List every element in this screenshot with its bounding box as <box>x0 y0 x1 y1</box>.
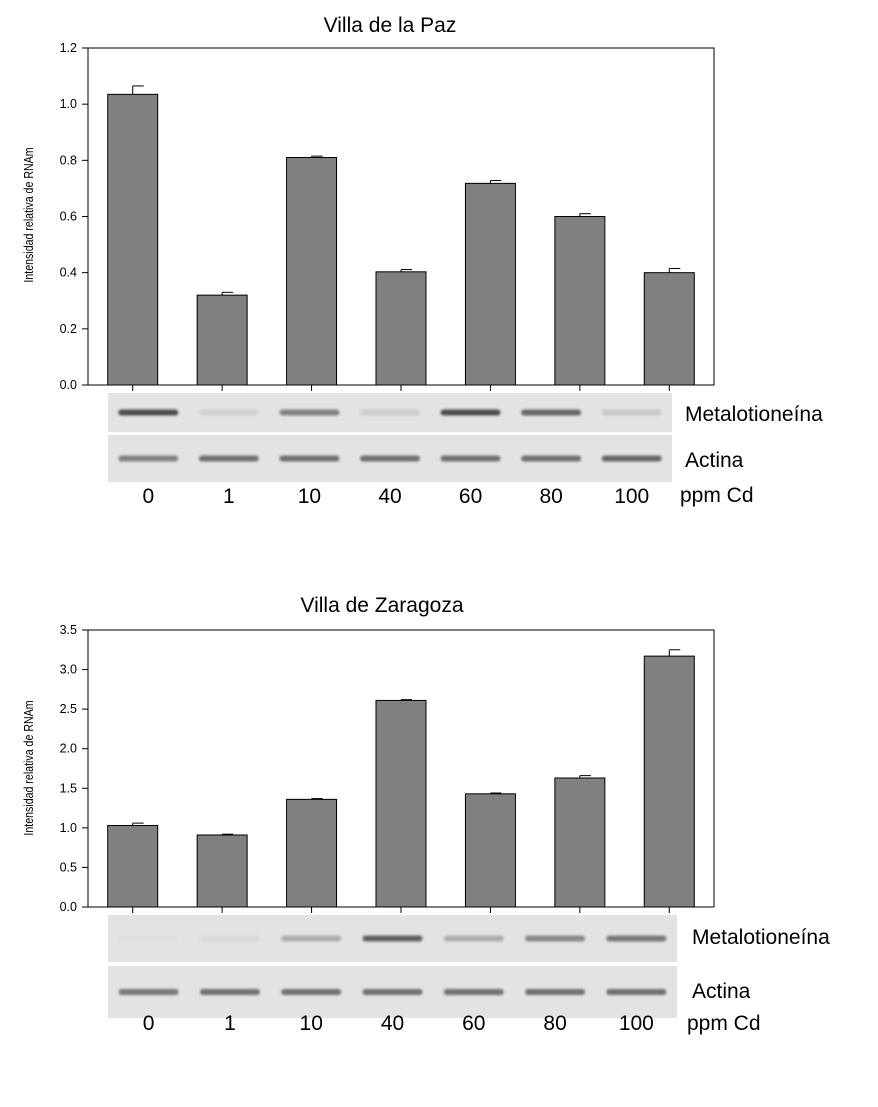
gel-row-label-actina: Actina <box>692 980 751 1003</box>
gel-band <box>443 989 504 995</box>
gel-band <box>118 409 179 416</box>
x-tick-label: 0 <box>142 485 154 508</box>
gel-band <box>521 455 582 462</box>
x-tick-label: 60 <box>459 485 482 508</box>
bar <box>464 793 516 908</box>
gel-image <box>108 393 672 482</box>
bar <box>464 182 516 386</box>
gel-band <box>601 455 662 462</box>
gel-band <box>443 935 504 942</box>
x-tick-labels: 0 1 10 40 60 80 100 <box>142 485 649 508</box>
gel-row-label-metalotioneina: Metalotioneína <box>692 926 830 949</box>
y-tick-label: 2.5 <box>60 702 77 716</box>
bar <box>196 294 248 386</box>
x-tick-label: 60 <box>462 1012 485 1035</box>
chart-title: Villa de Zaragoza <box>300 594 463 617</box>
y-tick-label: 3.0 <box>60 663 77 677</box>
gel-band <box>521 409 582 416</box>
bar <box>643 655 695 908</box>
gel-band <box>199 935 260 942</box>
gel-row-label-metalotioneina: Metalotioneína <box>685 403 823 426</box>
bar <box>196 834 248 908</box>
gel-band <box>281 935 342 942</box>
bars <box>107 85 695 386</box>
gel-band <box>118 989 179 995</box>
gel-band <box>440 455 501 462</box>
bar <box>375 699 427 908</box>
x-tick-labels: 0 1 10 40 60 80 100 <box>143 1012 654 1035</box>
y-tick-labels: 0.0 0.2 0.4 0.6 0.8 1.0 1.2 <box>60 41 77 392</box>
gel-band <box>362 935 423 942</box>
chart-title: Villa de la Paz <box>324 14 457 37</box>
x-tick-label: 100 <box>619 1012 654 1035</box>
bar <box>286 157 338 386</box>
y-tick-label: 1.5 <box>60 781 77 795</box>
x-tick-label: 40 <box>381 1012 404 1035</box>
y-axis-label: Intensidad relativa de RNAm <box>22 147 36 282</box>
y-tick-label: 0.6 <box>60 210 77 224</box>
gel-band <box>525 989 586 995</box>
x-tick-label: 10 <box>300 1012 323 1035</box>
y-tick-label: 3.5 <box>60 623 77 637</box>
x-tick-label: 80 <box>543 1012 566 1035</box>
gel-band <box>198 409 259 416</box>
gel-band <box>525 935 586 942</box>
gel-band <box>279 455 340 462</box>
gel-band <box>606 935 667 942</box>
gel-band <box>362 989 423 995</box>
gel-row-label-actina: Actina <box>685 449 744 472</box>
y-tick-label: 2.0 <box>60 742 77 756</box>
gel-band <box>440 409 501 416</box>
bar <box>554 216 606 386</box>
bar <box>643 272 695 386</box>
y-tick-label: 1.2 <box>60 41 77 55</box>
y-tick-label: 0.0 <box>60 900 77 914</box>
bar <box>375 271 427 386</box>
gel-band <box>601 409 662 416</box>
x-unit-label: ppm Cd <box>680 484 754 507</box>
x-unit-label: ppm Cd <box>687 1012 761 1035</box>
x-tick-label: 0 <box>143 1012 155 1035</box>
gel-band <box>119 936 179 942</box>
gel-band <box>199 989 260 995</box>
bars <box>107 649 695 908</box>
y-tick-label: 0.5 <box>60 860 77 874</box>
x-tick-label: 80 <box>539 485 562 508</box>
y-tick-label: 1.0 <box>60 821 77 835</box>
gel-band <box>281 989 342 995</box>
gel-band <box>360 409 420 416</box>
x-tick-label: 1 <box>224 1012 236 1035</box>
y-tick-label: 0.4 <box>60 266 77 280</box>
x-tick-label: 100 <box>614 485 649 508</box>
y-tick-label: 0.8 <box>60 153 77 167</box>
gel-band <box>279 409 340 416</box>
gel-band <box>360 455 420 462</box>
gel-band <box>606 989 667 995</box>
x-tick-label: 40 <box>378 485 401 508</box>
gel-band <box>118 455 179 462</box>
x-tick-label: 10 <box>298 485 321 508</box>
y-tick-label: 0.0 <box>60 378 77 392</box>
bar <box>107 93 159 386</box>
gel-image <box>108 915 677 1018</box>
y-axis-label: Intensidad relativa de RNAm <box>22 700 36 835</box>
x-tick-label: 1 <box>223 485 235 508</box>
y-tick-label: 1.0 <box>60 97 77 111</box>
gel-band <box>198 455 259 462</box>
panel-villa-de-zaragoza: Villa de Zaragoza Intensidad relativa de… <box>22 594 830 1035</box>
y-tick-label: 0.2 <box>60 322 77 336</box>
panel-villa-de-la-paz: Villa de la Paz Intensidad relativa de R… <box>22 14 823 508</box>
y-tick-labels: 0.0 0.5 1.0 1.5 2.0 2.5 3.0 3.5 <box>60 623 77 914</box>
bar <box>286 798 338 908</box>
bar <box>107 824 159 908</box>
bar <box>554 777 606 908</box>
